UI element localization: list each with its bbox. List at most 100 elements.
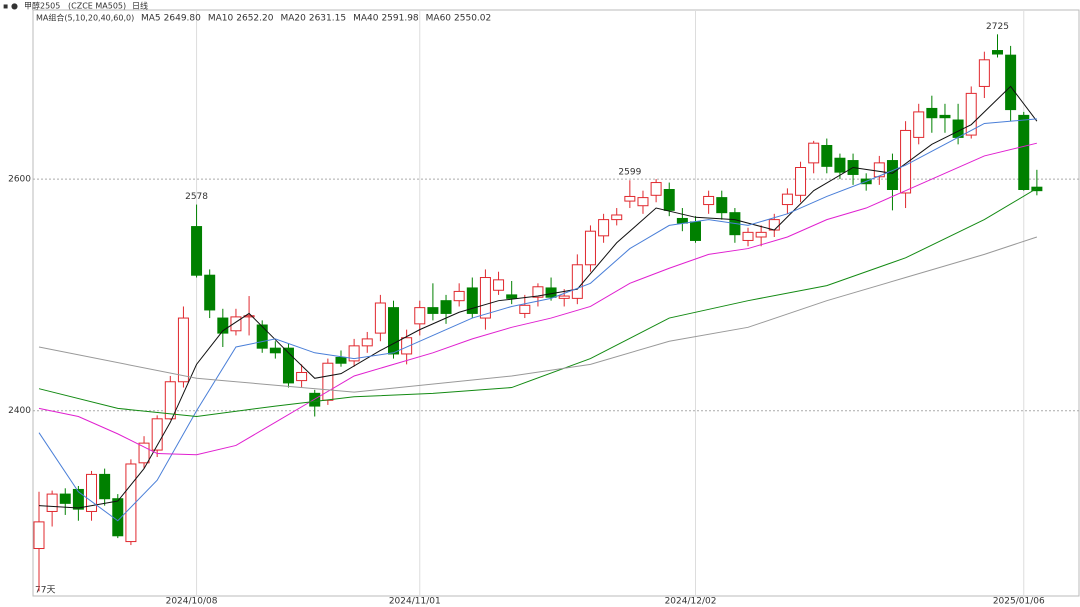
legend-value: 2591.98 bbox=[381, 14, 418, 24]
candle-body bbox=[873, 162, 885, 178]
legend-value: 2631.15 bbox=[309, 14, 346, 24]
candle-body bbox=[598, 219, 610, 237]
legend-name: MA5 bbox=[141, 14, 161, 24]
candle-body bbox=[46, 493, 58, 512]
candle-body bbox=[99, 473, 111, 500]
candle-body bbox=[795, 167, 807, 196]
ma-line bbox=[38, 236, 1038, 393]
candle-body bbox=[663, 189, 675, 211]
candle-body bbox=[926, 107, 938, 119]
ma-group[interactable]: MA组合(5,10,20,40,60,0) bbox=[36, 13, 134, 23]
candle-body bbox=[690, 221, 701, 241]
candle-body bbox=[335, 356, 347, 364]
candle-body bbox=[191, 226, 203, 276]
candle-body bbox=[230, 316, 242, 332]
candle-body bbox=[1005, 54, 1017, 111]
ma-line bbox=[38, 118, 1037, 522]
candle-body bbox=[72, 488, 84, 510]
candle-body bbox=[256, 324, 268, 349]
candle-body bbox=[900, 129, 912, 194]
candle-body bbox=[466, 287, 478, 314]
candle-body bbox=[755, 231, 767, 238]
candle-body bbox=[703, 195, 715, 206]
candle-body bbox=[269, 347, 281, 354]
candle-body bbox=[361, 338, 373, 347]
high-label: 2599 bbox=[618, 168, 641, 178]
candle-body bbox=[991, 50, 1003, 55]
candle-body bbox=[33, 521, 45, 550]
candle-body bbox=[808, 142, 820, 164]
candle-body bbox=[637, 197, 649, 207]
legend-name: MA20 bbox=[280, 14, 306, 24]
candle-body bbox=[138, 442, 150, 464]
x-tick-label: 2024/10/08 bbox=[166, 597, 218, 607]
candle-body bbox=[781, 193, 793, 206]
high-label: 2578 bbox=[185, 192, 208, 202]
candle-body bbox=[440, 300, 452, 314]
candle-body bbox=[742, 231, 754, 241]
legend-name: MA10 bbox=[208, 14, 234, 24]
candle-body bbox=[834, 157, 846, 173]
candle-body bbox=[650, 182, 662, 196]
candle-body bbox=[204, 274, 216, 311]
candle-body bbox=[584, 230, 596, 266]
candle-body bbox=[177, 317, 189, 383]
x-tick-label: 2025/01/06 bbox=[993, 597, 1045, 607]
ma-line bbox=[38, 142, 1037, 456]
candle-body bbox=[716, 197, 728, 214]
candle-body bbox=[965, 92, 977, 136]
legend-value: 2652.20 bbox=[236, 14, 273, 24]
legend-name: MA60 bbox=[426, 14, 452, 24]
candle-body bbox=[506, 294, 518, 299]
candle-body bbox=[479, 277, 491, 319]
candle-body bbox=[217, 317, 229, 334]
candle-body bbox=[952, 119, 964, 138]
y-tick-label: 2400 bbox=[8, 406, 31, 416]
candle-body bbox=[453, 290, 465, 302]
x-tick-label: 2024/11/01 bbox=[389, 597, 441, 607]
candle-body bbox=[374, 302, 386, 334]
legend-name: MA40 bbox=[353, 14, 379, 24]
candle-body bbox=[59, 493, 71, 504]
candle-body bbox=[401, 337, 413, 355]
candle-body bbox=[768, 219, 780, 231]
candle-body bbox=[978, 59, 990, 87]
x-tick-label: 2024/12/02 bbox=[665, 597, 717, 607]
candle-body bbox=[676, 217, 688, 224]
candle-body bbox=[414, 307, 426, 325]
candle-body bbox=[571, 264, 583, 299]
plot-frame bbox=[32, 9, 1080, 597]
candle-body bbox=[939, 114, 951, 119]
candle-body bbox=[545, 287, 557, 298]
exchange: (CZCE MA505) bbox=[68, 2, 126, 11]
legend-value: 2649.80 bbox=[164, 14, 201, 24]
candle-body bbox=[821, 144, 833, 167]
y-tick-label: 2600 bbox=[8, 175, 31, 185]
symbol[interactable]: 甲醇2505 bbox=[24, 1, 60, 11]
candle-body bbox=[519, 304, 531, 314]
ma-line bbox=[38, 85, 1038, 509]
high-label: 2725 bbox=[986, 22, 1009, 32]
candle-body bbox=[624, 195, 636, 202]
legend-value: 2550.02 bbox=[454, 14, 491, 24]
candle-body bbox=[886, 160, 898, 191]
candle-body bbox=[1018, 114, 1030, 191]
candle-body bbox=[427, 307, 439, 314]
candle-body bbox=[151, 418, 163, 451]
candle-body bbox=[164, 381, 176, 420]
candle-body bbox=[125, 463, 137, 543]
candle-body bbox=[493, 279, 505, 291]
candle-body bbox=[611, 214, 623, 221]
corner-label: 77天 bbox=[35, 586, 55, 596]
candle-body bbox=[86, 473, 98, 512]
candle-body bbox=[322, 362, 334, 401]
candle-body bbox=[913, 111, 925, 138]
icon: ▪ ● bbox=[3, 2, 18, 11]
candle-body bbox=[348, 345, 360, 362]
candle-body bbox=[532, 286, 544, 298]
period[interactable]: 日线 bbox=[132, 1, 148, 11]
candle-body bbox=[558, 295, 570, 299]
candle-body bbox=[388, 307, 400, 355]
